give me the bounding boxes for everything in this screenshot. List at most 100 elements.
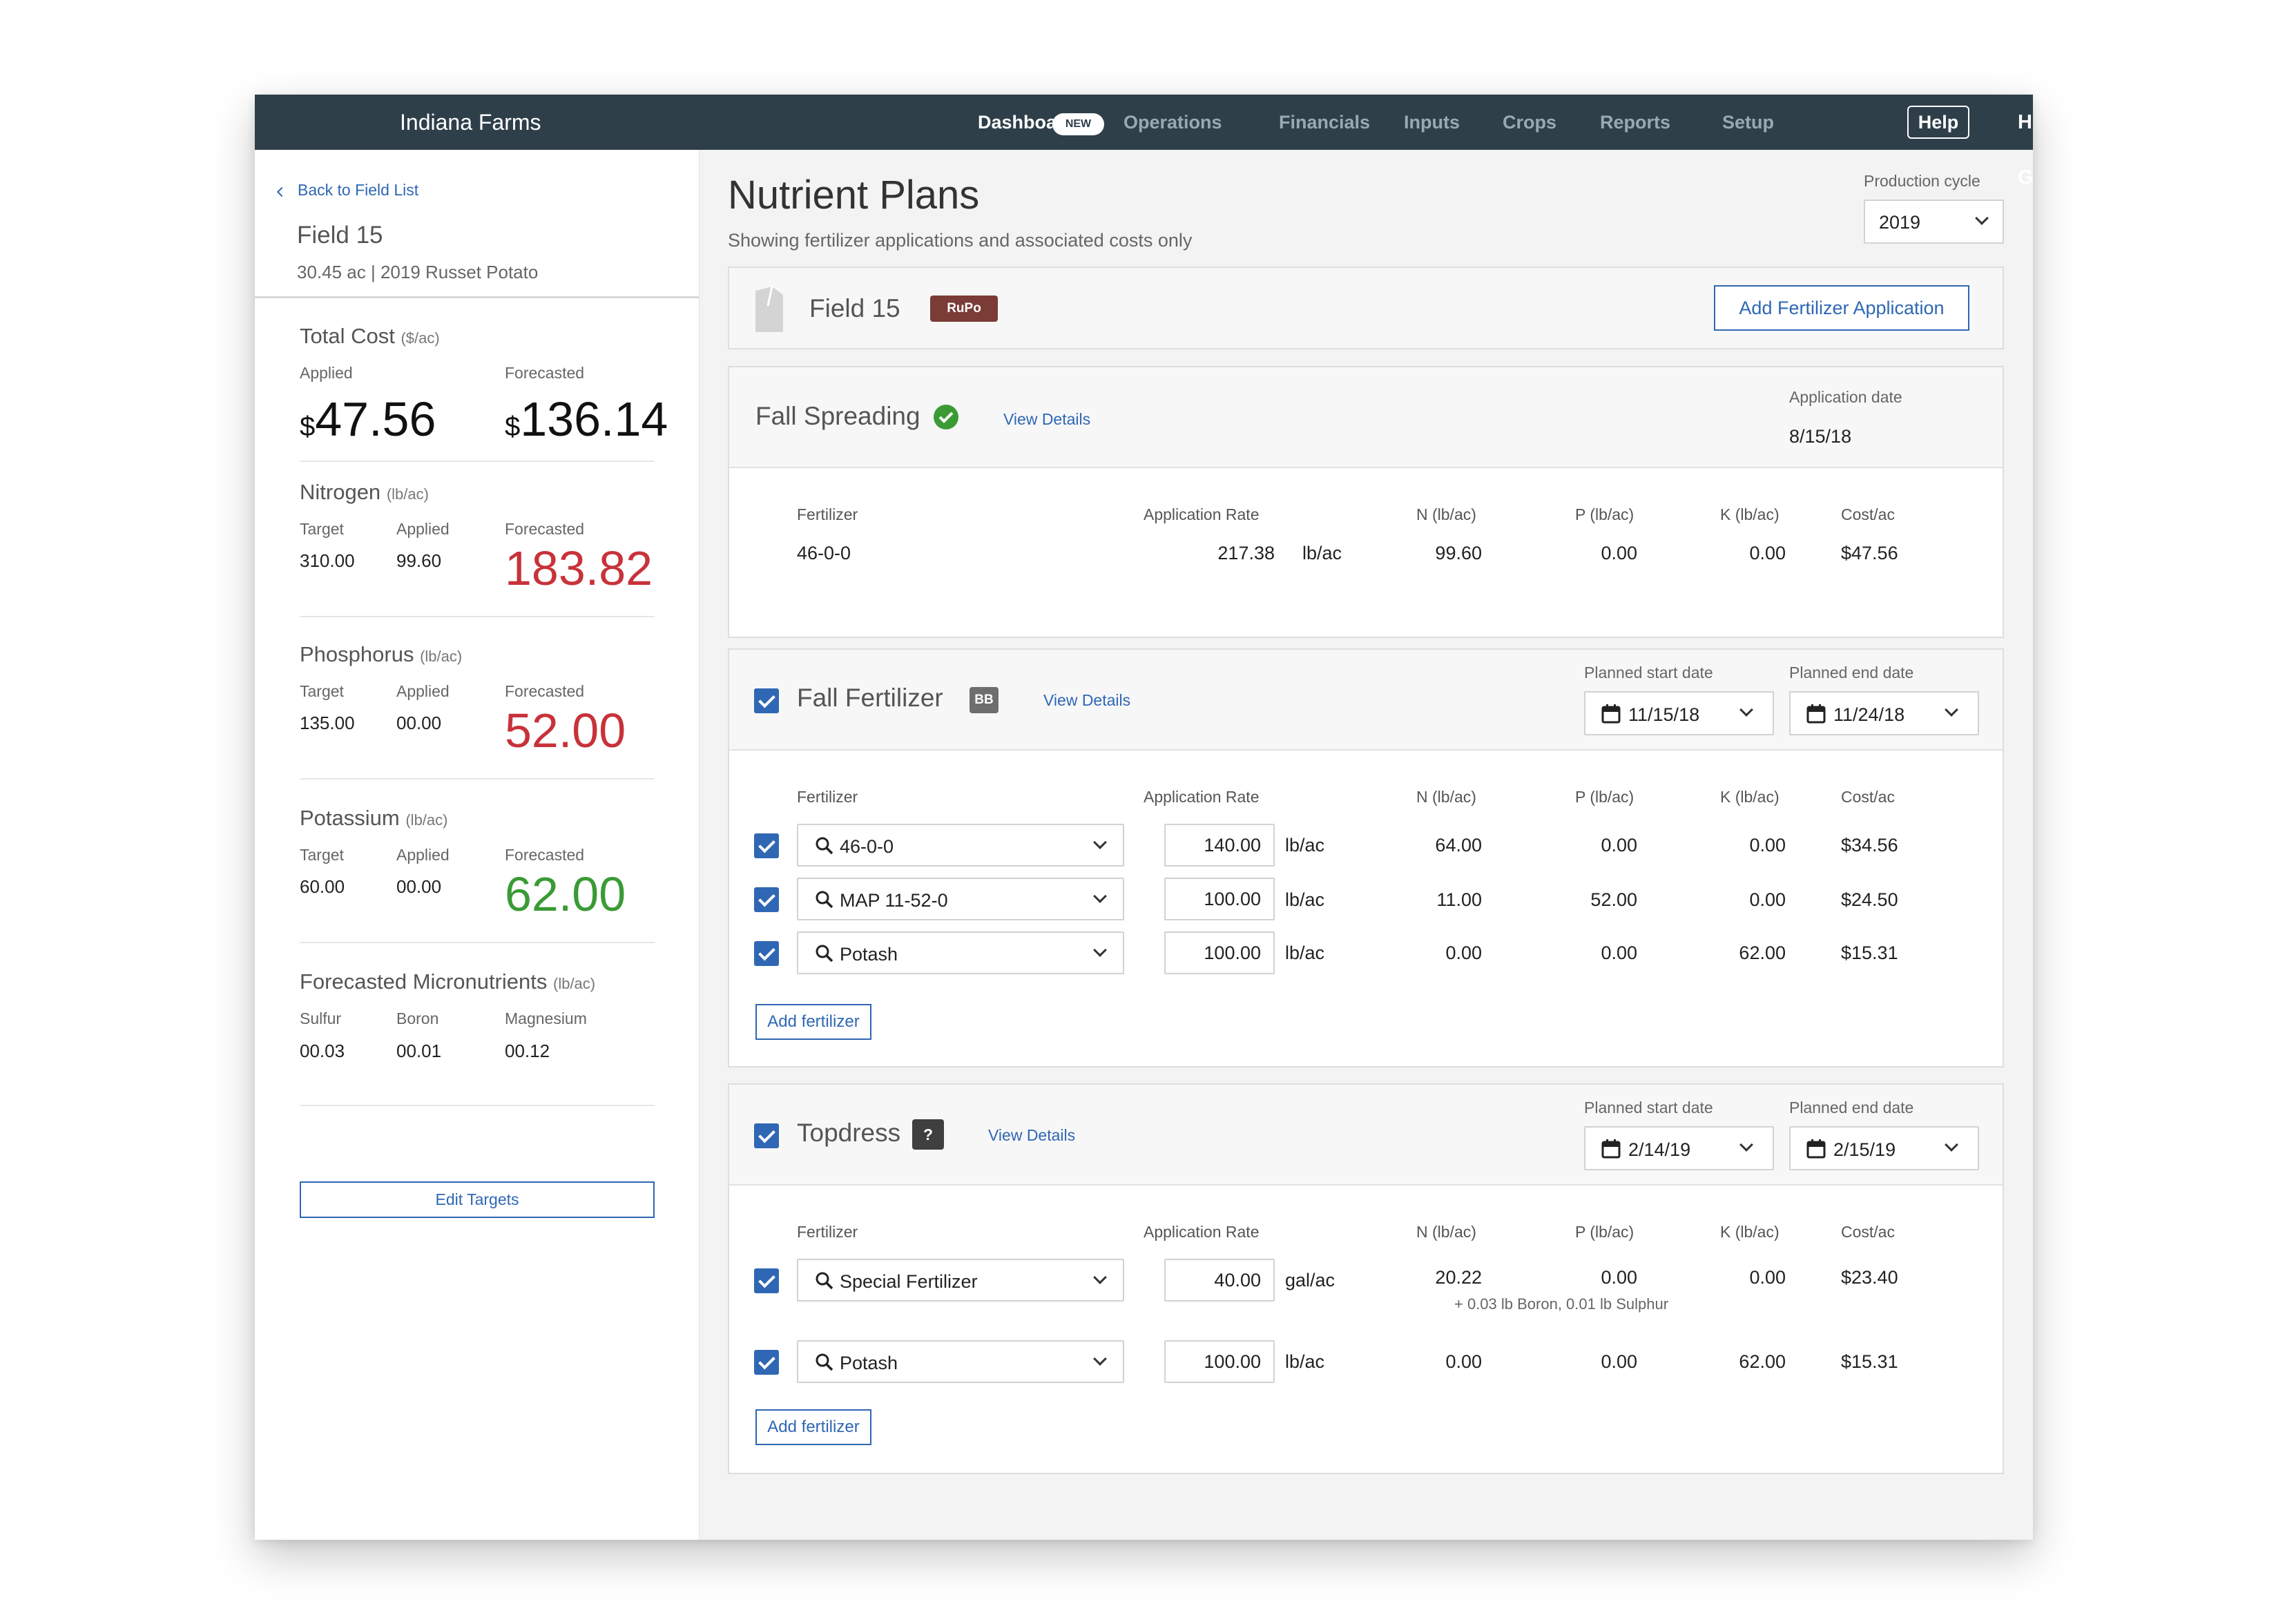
nav-right-group: Help Hello, Granular [1202, 95, 2033, 188]
application-rate-input[interactable]: 40.00 [1164, 1259, 1275, 1302]
row-checkbox[interactable] [754, 1268, 779, 1293]
edit-targets-button[interactable]: Edit Targets [300, 1181, 655, 1218]
application-rate-input[interactable]: 100.00 [1164, 878, 1275, 920]
application-date-label: Application date [1789, 388, 1902, 406]
nav-setup[interactable]: Setup [1722, 112, 1775, 133]
search-icon [816, 945, 833, 963]
fall-fertilizer-checkbox[interactable] [754, 688, 779, 713]
fall-fertilizer-card: Fall Fertilizer BB View Details Planned … [728, 648, 2004, 1067]
fertilizer-select[interactable]: Potash [797, 1340, 1124, 1383]
nav-reports[interactable]: Reports [1600, 112, 1671, 133]
row-p: 0.00 [1601, 1351, 1637, 1372]
boron-label: Boron [396, 1009, 439, 1027]
back-to-field-list-link[interactable]: Back to Field List [276, 181, 418, 200]
application-rate-input[interactable]: 100.00 [1164, 931, 1275, 974]
micronutrient-note: + 0.03 lb Boron, 0.01 lb Sulphur [1454, 1295, 1669, 1313]
row-k: 62.00 [1739, 1351, 1786, 1372]
row-k: 0.00 [1749, 543, 1786, 563]
help-button[interactable]: Help [1907, 106, 1969, 139]
row-checkbox[interactable] [754, 887, 779, 912]
planned-end-date-picker[interactable]: 11/24/18 [1789, 691, 1979, 735]
add-fertilizer-button[interactable]: Add fertilizer [755, 1409, 871, 1445]
fertilizer-select[interactable]: MAP 11-52-0 [797, 878, 1124, 920]
add-fertilizer-button[interactable]: Add fertilizer [755, 1004, 871, 1040]
row-checkbox[interactable] [754, 941, 779, 966]
application-rate-input[interactable]: 140.00 [1164, 824, 1275, 867]
field-card-name: Field 15 [809, 294, 900, 322]
search-icon [816, 1272, 833, 1290]
col-fertilizer-header: Fertilizer [797, 1223, 858, 1241]
nitrogen-title: Nitrogen (lb/ac) [300, 480, 429, 505]
row-k: 0.00 [1749, 835, 1786, 856]
fall-fertilizer-view-details-link[interactable]: View Details [1043, 691, 1131, 709]
chevron-down-icon [1093, 1352, 1107, 1366]
applied-amount: 47.56 [315, 392, 436, 446]
planned-end-date-picker[interactable]: 2/15/19 [1789, 1126, 1979, 1170]
phosphorus-forecasted-value: 52.00 [505, 704, 626, 757]
row-unit: lb/ac [1285, 1351, 1325, 1372]
planned-start-date-picker[interactable]: 11/15/18 [1584, 691, 1774, 735]
forecasted-amount: 136.14 [520, 392, 668, 446]
chevron-left-icon [276, 186, 287, 197]
micronutrients-unit: (lb/ac) [553, 975, 596, 992]
nav-operations[interactable]: Operations [1123, 112, 1222, 133]
production-cycle-label: Production cycle [1864, 172, 1980, 190]
row-unit: gal/ac [1285, 1270, 1335, 1290]
crop-tag: RuPo [930, 296, 998, 322]
planned-end-date-value: 2/15/19 [1833, 1139, 1896, 1160]
col-p-header: P (lb/ac) [1575, 788, 1634, 806]
row-n: 11.00 [1436, 889, 1482, 910]
search-icon [816, 891, 833, 909]
application-date-value: 8/15/18 [1789, 426, 1852, 447]
col-k-header: K (lb/ac) [1720, 505, 1780, 523]
chevron-down-icon [1739, 1138, 1753, 1152]
row-cost: $23.40 [1841, 1267, 1898, 1288]
planned-end-date-label: Planned end date [1789, 1099, 1914, 1116]
chevron-down-icon [1739, 703, 1753, 717]
row-unit: lb/ac [1285, 835, 1325, 856]
fertilizer-name: 46-0-0 [840, 836, 894, 857]
fertilizer-select[interactable]: 46-0-0 [797, 824, 1124, 867]
col-fertilizer-header: Fertilizer [797, 505, 858, 523]
potassium-target-value: 60.00 [300, 876, 345, 897]
phosphorus-target-label: Target [300, 682, 344, 700]
add-fertilizer-application-button[interactable]: Add Fertilizer Application [1714, 285, 1969, 331]
total-cost-title: Total Cost ($/ac) [300, 324, 440, 349]
farm-name[interactable]: Indiana Farms [400, 110, 541, 135]
topdress-title: Topdress [797, 1119, 901, 1147]
potassium-label: Potassium [300, 806, 400, 830]
fall-spreading-view-details-link[interactable]: View Details [1003, 410, 1091, 428]
chevron-down-icon [1093, 943, 1107, 957]
topdress-header: Topdress ? View Details Planned start da… [729, 1085, 2003, 1186]
row-cost: $15.31 [1841, 942, 1898, 963]
row-checkbox[interactable] [754, 833, 779, 858]
total-cost-applied-value: $47.56 [300, 392, 436, 447]
nav-financials[interactable]: Financials [1279, 112, 1371, 133]
production-cycle-select[interactable]: 2019 [1864, 200, 2004, 244]
application-rate-input[interactable]: 100.00 [1164, 1340, 1275, 1383]
nav-inputs[interactable]: Inputs [1404, 112, 1460, 133]
topdress-view-details-link[interactable]: View Details [988, 1126, 1076, 1144]
calendar-icon [1601, 704, 1621, 724]
divider [300, 461, 655, 462]
question-mark-icon[interactable]: ? [912, 1119, 944, 1150]
col-rate-header: Application Rate [1144, 505, 1260, 523]
calendar-icon [1601, 1139, 1621, 1159]
row-fertilizer: 46-0-0 [797, 543, 851, 563]
user-greeting[interactable]: Hello, Granular [2018, 111, 2033, 188]
chevron-down-icon [1945, 703, 1958, 717]
new-badge: NEW [1052, 113, 1104, 135]
phosphorus-title: Phosphorus (lb/ac) [300, 642, 462, 667]
topdress-checkbox[interactable] [754, 1123, 779, 1148]
planned-start-date-picker[interactable]: 2/14/19 [1584, 1126, 1774, 1170]
col-cost-header: Cost/ac [1841, 505, 1895, 523]
fertilizer-select[interactable]: Special Fertilizer [797, 1259, 1124, 1302]
row-cost: $47.56 [1841, 543, 1898, 563]
planned-start-date-value: 2/14/19 [1628, 1139, 1691, 1160]
nav-crops[interactable]: Crops [1503, 112, 1557, 133]
potassium-target-label: Target [300, 846, 344, 864]
row-checkbox[interactable] [754, 1350, 779, 1375]
row-cost: $15.31 [1841, 1351, 1898, 1372]
fertilizer-select[interactable]: Potash [797, 931, 1124, 974]
micronutrients-label: Forecasted Micronutrients [300, 969, 548, 994]
